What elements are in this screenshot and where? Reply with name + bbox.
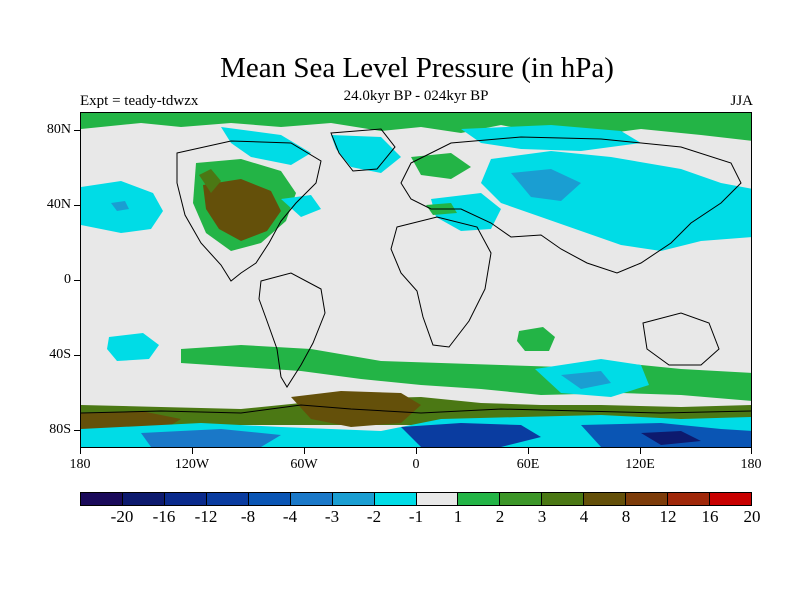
map-title: Mean Sea Level Pressure (in hPa) bbox=[220, 52, 614, 84]
colorbar-label: 3 bbox=[537, 507, 547, 526]
lon-tick bbox=[528, 448, 529, 454]
europe-positive bbox=[411, 153, 471, 179]
greenland-negative-patch bbox=[331, 135, 401, 173]
lon-tick bbox=[751, 448, 752, 454]
colorbar-swatch bbox=[710, 493, 751, 505]
colorbar-swatch bbox=[500, 493, 543, 505]
lat-tick bbox=[74, 280, 80, 281]
coast-north-america bbox=[176, 140, 322, 282]
antarctic-deep-negative-2 bbox=[401, 423, 541, 447]
colorbar-label: -12 bbox=[194, 507, 218, 526]
coast-australia bbox=[642, 312, 720, 366]
lon-tick bbox=[304, 448, 305, 454]
colorbar-label: -8 bbox=[240, 507, 256, 526]
arctic-negative-patch bbox=[221, 127, 311, 165]
lon-label-0: 0 bbox=[412, 457, 420, 472]
lat-label-80s: 80S bbox=[49, 422, 71, 437]
colorbar-label: 4 bbox=[579, 507, 589, 526]
colorbar-label: -3 bbox=[324, 507, 340, 526]
colorbar-label: -2 bbox=[366, 507, 382, 526]
asia-inner-negative bbox=[511, 169, 581, 201]
colorbar-label: 12 bbox=[659, 507, 677, 526]
north-pacific-inner-negative bbox=[111, 201, 129, 211]
south-atlantic-positive bbox=[517, 327, 555, 351]
coast-antarctica bbox=[81, 404, 751, 414]
lon-label-60w: 60W bbox=[290, 457, 318, 472]
south-pacific-negative bbox=[107, 333, 159, 361]
colorbar-swatch bbox=[542, 493, 585, 505]
colorbar-swatch bbox=[290, 493, 333, 505]
north-atlantic-negative bbox=[281, 195, 321, 217]
colorbar-swatch bbox=[626, 493, 669, 505]
lat-label-0: 0 bbox=[64, 272, 71, 287]
coast-eurasia bbox=[400, 136, 742, 274]
colorbar-label: 20 bbox=[743, 507, 761, 526]
experiment-label: Expt = teady-tdwzx bbox=[80, 93, 199, 109]
lat-label-80n: 80N bbox=[46, 122, 71, 137]
lat-tick bbox=[74, 205, 80, 206]
colorbar-label: -20 bbox=[110, 507, 134, 526]
lon-tick bbox=[192, 448, 193, 454]
colorbar-label: 1 bbox=[453, 507, 463, 526]
colorbar-swatch bbox=[374, 493, 417, 505]
antarctic-deep-negative-1 bbox=[141, 429, 281, 447]
colorbar-swatch bbox=[458, 493, 501, 505]
lat-tick bbox=[74, 130, 80, 131]
lon-label-60e: 60E bbox=[516, 457, 540, 472]
colorbar-swatch bbox=[332, 493, 375, 505]
colorbar-swatch bbox=[81, 493, 123, 505]
lon-tick bbox=[416, 448, 417, 454]
coastlines bbox=[81, 128, 751, 414]
lon-tick bbox=[80, 448, 81, 454]
season-label: JJA bbox=[730, 93, 753, 109]
lon-tick bbox=[640, 448, 641, 454]
colorbar-label: -4 bbox=[282, 507, 298, 526]
colorbar-swatch bbox=[668, 493, 711, 505]
coast-greenland bbox=[330, 128, 396, 172]
colorbar-swatch bbox=[206, 493, 249, 505]
coast-south-america bbox=[258, 272, 326, 388]
colorbar-swatch bbox=[122, 493, 165, 505]
lat-label-40n: 40N bbox=[46, 197, 71, 212]
colorbar-label: 8 bbox=[621, 507, 631, 526]
colorbar-swatch bbox=[248, 493, 291, 505]
middle-east-negative bbox=[431, 193, 501, 231]
colorbar-swatch bbox=[416, 493, 459, 505]
north-america-moderate-positive bbox=[199, 169, 221, 193]
colorbar-label: 16 bbox=[701, 507, 719, 526]
lon-label-180w: 180 bbox=[69, 457, 91, 472]
colorbar-swatch bbox=[584, 493, 627, 505]
colorbar-label: -1 bbox=[408, 507, 424, 526]
lon-label-120w: 120W bbox=[174, 457, 210, 472]
antarctic-deep-negative-4 bbox=[641, 431, 701, 445]
lat-label-40s: 40S bbox=[49, 347, 71, 362]
lon-label-180e: 180 bbox=[740, 457, 762, 472]
colorbar-swatch bbox=[164, 493, 207, 505]
colorbar-label: -16 bbox=[152, 507, 176, 526]
north-america-strong-positive bbox=[203, 179, 281, 241]
map-subtitle: 24.0kyr BP - 024kyr BP bbox=[343, 88, 489, 104]
lat-tick bbox=[74, 430, 80, 431]
map-panel bbox=[80, 112, 752, 448]
pressure-field-map bbox=[81, 113, 751, 447]
colorbar bbox=[80, 492, 752, 506]
coast-africa bbox=[390, 216, 492, 348]
colorbar-label: 2 bbox=[495, 507, 505, 526]
lon-label-120e: 120E bbox=[625, 457, 655, 472]
south-indian-inner-negative bbox=[561, 371, 611, 389]
lat-tick bbox=[74, 355, 80, 356]
